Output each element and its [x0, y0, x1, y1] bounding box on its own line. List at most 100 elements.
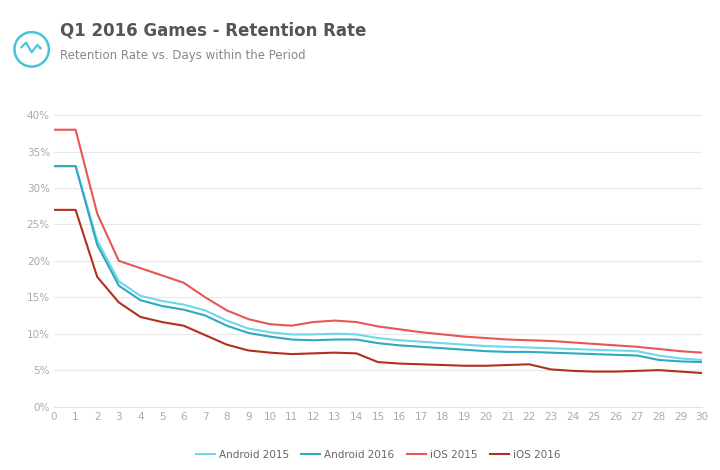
iOS 2016 — [417, 361, 426, 367]
iOS 2015 — [546, 338, 555, 344]
Android 2016 — [546, 350, 555, 355]
Android 2016 — [590, 351, 598, 357]
Android 2015 — [546, 345, 555, 351]
iOS 2015 — [417, 329, 426, 335]
Android 2016 — [50, 163, 58, 169]
FancyArrowPatch shape — [21, 43, 40, 52]
Android 2015 — [374, 335, 382, 341]
iOS 2015 — [611, 343, 620, 348]
Legend: Android 2015, Android 2016, iOS 2015, iOS 2016: Android 2015, Android 2016, iOS 2015, iO… — [192, 446, 564, 464]
iOS 2016 — [201, 332, 210, 338]
Android 2016 — [374, 340, 382, 346]
iOS 2015 — [460, 334, 469, 339]
Android 2015 — [222, 318, 231, 323]
iOS 2016 — [438, 362, 447, 368]
iOS 2015 — [698, 350, 706, 355]
Android 2015 — [525, 345, 534, 350]
Android 2015 — [114, 278, 123, 284]
iOS 2015 — [50, 127, 58, 133]
iOS 2015 — [438, 332, 447, 337]
Android 2016 — [136, 298, 145, 303]
Text: Retention Rate vs. Days within the Period: Retention Rate vs. Days within the Perio… — [60, 49, 305, 63]
Line: iOS 2016: iOS 2016 — [54, 210, 702, 373]
iOS 2016 — [222, 342, 231, 347]
Android 2016 — [698, 359, 706, 365]
iOS 2016 — [179, 323, 188, 329]
Android 2016 — [676, 359, 685, 364]
Android 2015 — [71, 163, 80, 169]
iOS 2015 — [374, 323, 382, 329]
Android 2015 — [482, 343, 490, 349]
iOS 2015 — [179, 280, 188, 285]
iOS 2016 — [611, 369, 620, 375]
Android 2015 — [330, 331, 339, 337]
iOS 2016 — [266, 350, 274, 355]
Android 2015 — [590, 347, 598, 352]
iOS 2016 — [546, 367, 555, 372]
Android 2015 — [93, 238, 102, 243]
iOS 2015 — [352, 319, 361, 325]
iOS 2016 — [71, 207, 80, 212]
Android 2015 — [50, 163, 58, 169]
Android 2016 — [71, 163, 80, 169]
iOS 2015 — [158, 273, 166, 278]
iOS 2016 — [590, 369, 598, 375]
iOS 2016 — [309, 351, 318, 356]
Android 2015 — [201, 307, 210, 313]
Android 2015 — [309, 332, 318, 337]
iOS 2015 — [568, 340, 577, 345]
iOS 2015 — [244, 316, 253, 322]
iOS 2015 — [395, 327, 404, 332]
Android 2016 — [114, 283, 123, 289]
Android 2016 — [395, 343, 404, 348]
Android 2015 — [417, 339, 426, 345]
Android 2016 — [201, 313, 210, 318]
iOS 2015 — [482, 335, 490, 341]
Android 2016 — [417, 344, 426, 350]
iOS 2016 — [244, 348, 253, 353]
Android 2016 — [460, 347, 469, 352]
Android 2016 — [525, 349, 534, 355]
iOS 2016 — [395, 361, 404, 367]
iOS 2016 — [114, 299, 123, 305]
iOS 2016 — [698, 370, 706, 376]
iOS 2016 — [525, 361, 534, 367]
iOS 2016 — [633, 368, 642, 374]
Android 2015 — [352, 332, 361, 337]
Android 2015 — [633, 348, 642, 354]
iOS 2015 — [93, 211, 102, 216]
Android 2016 — [244, 330, 253, 336]
Android 2016 — [266, 334, 274, 339]
iOS 2015 — [525, 337, 534, 343]
Android 2015 — [568, 346, 577, 352]
Android 2015 — [179, 302, 188, 307]
Android 2016 — [287, 337, 296, 342]
Android 2015 — [136, 293, 145, 298]
iOS 2015 — [330, 318, 339, 323]
iOS 2016 — [352, 351, 361, 356]
Android 2015 — [460, 342, 469, 347]
Android 2016 — [352, 337, 361, 342]
iOS 2015 — [266, 321, 274, 327]
Android 2016 — [438, 345, 447, 351]
iOS 2015 — [136, 265, 145, 271]
iOS 2015 — [503, 337, 512, 342]
iOS 2015 — [309, 319, 318, 325]
iOS 2016 — [568, 368, 577, 374]
Android 2016 — [568, 351, 577, 356]
Android 2015 — [654, 352, 663, 358]
iOS 2016 — [460, 363, 469, 368]
Line: Android 2016: Android 2016 — [54, 166, 702, 362]
Android 2015 — [158, 298, 166, 304]
Android 2015 — [611, 348, 620, 353]
Android 2015 — [395, 337, 404, 343]
iOS 2015 — [633, 344, 642, 350]
Android 2016 — [611, 352, 620, 358]
iOS 2016 — [93, 274, 102, 280]
Android 2016 — [93, 242, 102, 248]
iOS 2016 — [374, 359, 382, 365]
iOS 2015 — [676, 348, 685, 354]
Android 2016 — [633, 352, 642, 358]
iOS 2015 — [114, 258, 123, 264]
Line: iOS 2015: iOS 2015 — [54, 130, 702, 352]
